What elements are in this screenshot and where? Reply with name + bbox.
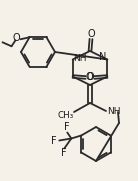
Text: NH: NH	[107, 106, 121, 115]
Text: CH₃: CH₃	[58, 110, 74, 119]
Text: NH: NH	[73, 54, 86, 63]
Text: O: O	[87, 29, 95, 39]
Text: F: F	[61, 148, 67, 159]
Text: O: O	[13, 33, 20, 43]
Text: N: N	[99, 52, 106, 62]
Text: O: O	[87, 73, 95, 83]
Text: O: O	[86, 73, 93, 83]
Text: F: F	[64, 123, 70, 132]
Text: F: F	[51, 136, 57, 146]
